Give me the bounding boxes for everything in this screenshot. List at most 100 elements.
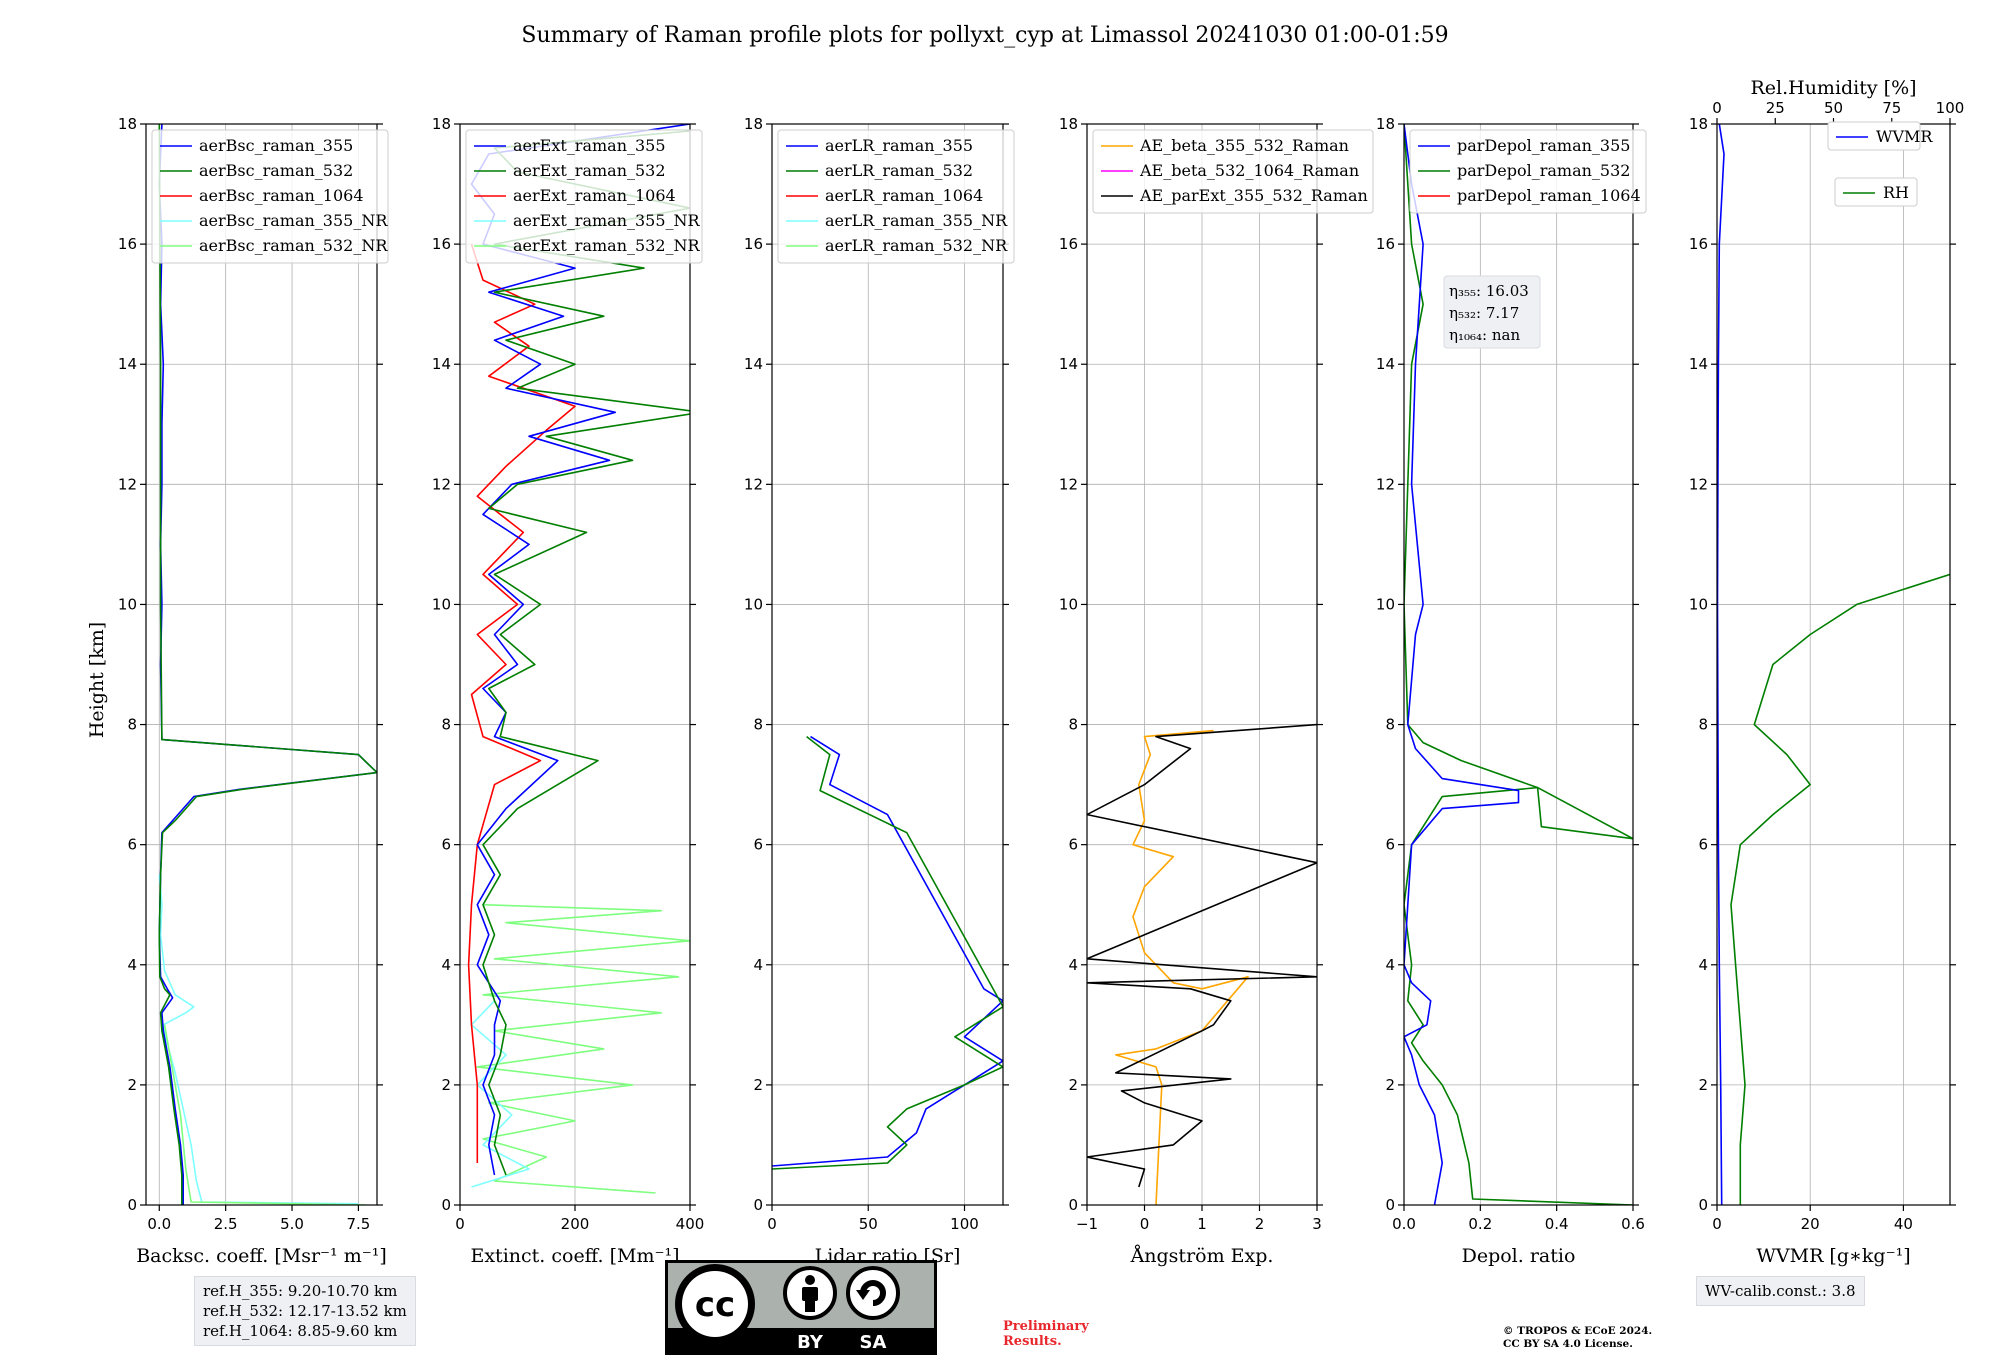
calibration-label: η₃₅₅: 16.03	[1449, 282, 1529, 300]
y-tick-label: 18	[1059, 115, 1078, 133]
y-tick-label: 6	[1698, 836, 1708, 854]
x-axis-label: Ångström Exp.	[1130, 1245, 1274, 1267]
x-tick-label: 2.5	[214, 1215, 238, 1233]
y-tick-label: 18	[1376, 115, 1395, 133]
legend-label: aerLR_raman_355	[825, 136, 973, 155]
legend-label: aerLR_raman_355_NR	[825, 211, 1008, 230]
sa-arrowhead-icon	[856, 1290, 870, 1300]
y-tick-label: 16	[1376, 235, 1395, 253]
x-tick-label: 0.4	[1545, 1215, 1569, 1233]
x-tick-label: 400	[676, 1215, 705, 1233]
preliminary-line-2: Results.	[1003, 1334, 1062, 1349]
y-tick-label: 18	[744, 115, 763, 133]
y-tick-label: 2	[1698, 1076, 1708, 1094]
x-tick-label: 20	[1801, 1215, 1820, 1233]
x-tick-label: 0	[1140, 1215, 1150, 1233]
ref-height-532: ref.H_532: 12.17-13.52 km	[203, 1302, 407, 1320]
y-tick-label: 6	[1385, 836, 1395, 854]
series-line-RH	[1730, 573, 1950, 1205]
series-line-aerExt_raman_532_NR	[476, 903, 690, 1194]
preliminary-note: Preliminary Results.	[1003, 1319, 1089, 1349]
y-tick-label: 6	[753, 836, 763, 854]
wv-calibration-box: WV-calib.const.: 3.8	[1696, 1276, 1865, 1306]
cc-by-sa-badge: cc BY SA	[665, 1260, 937, 1355]
y-tick-label: 2	[1385, 1076, 1395, 1094]
y-tick-label: 6	[1068, 836, 1078, 854]
y-tick-label: 10	[1376, 595, 1395, 613]
legend-label: RH	[1883, 183, 1909, 202]
x-tick-label: 0	[1712, 1215, 1722, 1233]
series-group	[1717, 124, 1950, 1205]
legend-label: parDepol_raman_355	[1457, 136, 1630, 155]
preliminary-line-1: Preliminary	[1003, 1319, 1089, 1334]
y-tick-label: 16	[1689, 235, 1708, 253]
series-line-WVMR	[1717, 124, 1725, 1205]
legend-label: aerExt_raman_355_NR	[513, 211, 701, 230]
y-tick-label: 2	[441, 1076, 451, 1094]
y-tick-label: 14	[1689, 355, 1708, 373]
legend-label: aerExt_raman_1064	[513, 186, 676, 205]
x-tick-label: −1	[1076, 1215, 1098, 1233]
top-x-tick-label: 75	[1882, 99, 1901, 117]
y-tick-label: 12	[744, 475, 763, 493]
legend-label: aerExt_raman_355	[513, 136, 666, 155]
x-tick-label: 2	[1255, 1215, 1265, 1233]
y-tick-label: 8	[1068, 716, 1078, 734]
legend-label: aerBsc_raman_1064	[199, 186, 364, 205]
series-line-aerLR_raman_532	[772, 735, 1003, 1170]
y-tick-label: 10	[432, 595, 451, 613]
figure-title: Summary of Raman profile plots for polly…	[521, 23, 1448, 48]
y-axis-label: Height [km]	[86, 622, 108, 738]
y-tick-label: 4	[1385, 956, 1395, 974]
y-tick-label: 4	[1698, 956, 1708, 974]
person-body-icon	[802, 1287, 818, 1301]
y-tick-label: 0	[127, 1196, 137, 1214]
x-tick-label: 100	[950, 1215, 979, 1233]
y-tick-label: 10	[1059, 595, 1078, 613]
sa-share-alike-icon	[846, 1266, 900, 1320]
series-line-aerExt_raman_355	[470, 124, 690, 1176]
legend-label: AE_beta_532_1064_Raman	[1139, 161, 1359, 180]
legend-label: AE_parExt_355_532_Raman	[1139, 186, 1368, 205]
y-tick-label: 14	[1059, 355, 1078, 373]
y-tick-label: 14	[432, 355, 451, 373]
y-tick-label: 12	[1689, 475, 1708, 493]
legend-box	[777, 129, 1015, 264]
y-tick-label: 18	[1689, 115, 1708, 133]
series-group	[158, 124, 377, 1205]
x-tick-label: 200	[561, 1215, 590, 1233]
legend-label: aerLR_raman_532_NR	[825, 236, 1008, 255]
copyright-line-2: CC BY SA 4.0 License.	[1503, 1338, 1633, 1350]
legend-label: aerExt_raman_532_NR	[513, 236, 701, 255]
legend-box	[1092, 129, 1374, 214]
y-tick-label: 8	[753, 716, 763, 734]
x-axis-label: Depol. ratio	[1462, 1245, 1576, 1267]
legend-label: aerBsc_raman_355_NR	[199, 211, 388, 230]
legend-label: parDepol_raman_532	[1457, 161, 1630, 180]
y-tick-label: 18	[432, 115, 451, 133]
x-tick-label: 0.6	[1621, 1215, 1645, 1233]
series-line-parDepol_raman_532	[1404, 124, 1633, 1205]
y-tick-label: 2	[1068, 1076, 1078, 1094]
axes-frame	[1403, 123, 1634, 1206]
ref-height-1064: ref.H_1064: 8.85-9.60 km	[203, 1322, 398, 1340]
y-tick-label: 4	[753, 956, 763, 974]
y-tick-label: 8	[127, 716, 137, 734]
y-tick-label: 4	[1068, 956, 1078, 974]
x-tick-label: 0.0	[1392, 1215, 1416, 1233]
y-tick-label: 14	[1376, 355, 1395, 373]
sa-arrow-icon	[860, 1280, 886, 1306]
y-tick-label: 2	[127, 1076, 137, 1094]
copyright-line-1: © TROPOS & ECoE 2024.	[1503, 1325, 1653, 1337]
y-tick-label: 16	[744, 235, 763, 253]
badge-by-label: BY	[797, 1332, 824, 1353]
panel-bsc: 0 2 4 6 8 10 12 14 16 18 0.0 2.5 5.0 7.5 Backsc. coeff…	[118, 115, 389, 1267]
legend-label: aerLR_raman_532	[825, 161, 973, 180]
x-axis-label: WVMR [g∗kg⁻¹]	[1756, 1245, 1910, 1267]
person-legs-icon	[805, 1300, 815, 1312]
series-line-aerBsc_raman_355_NR	[158, 874, 359, 1205]
axes-frame	[771, 123, 1004, 1206]
cc-icon	[682, 1271, 748, 1337]
